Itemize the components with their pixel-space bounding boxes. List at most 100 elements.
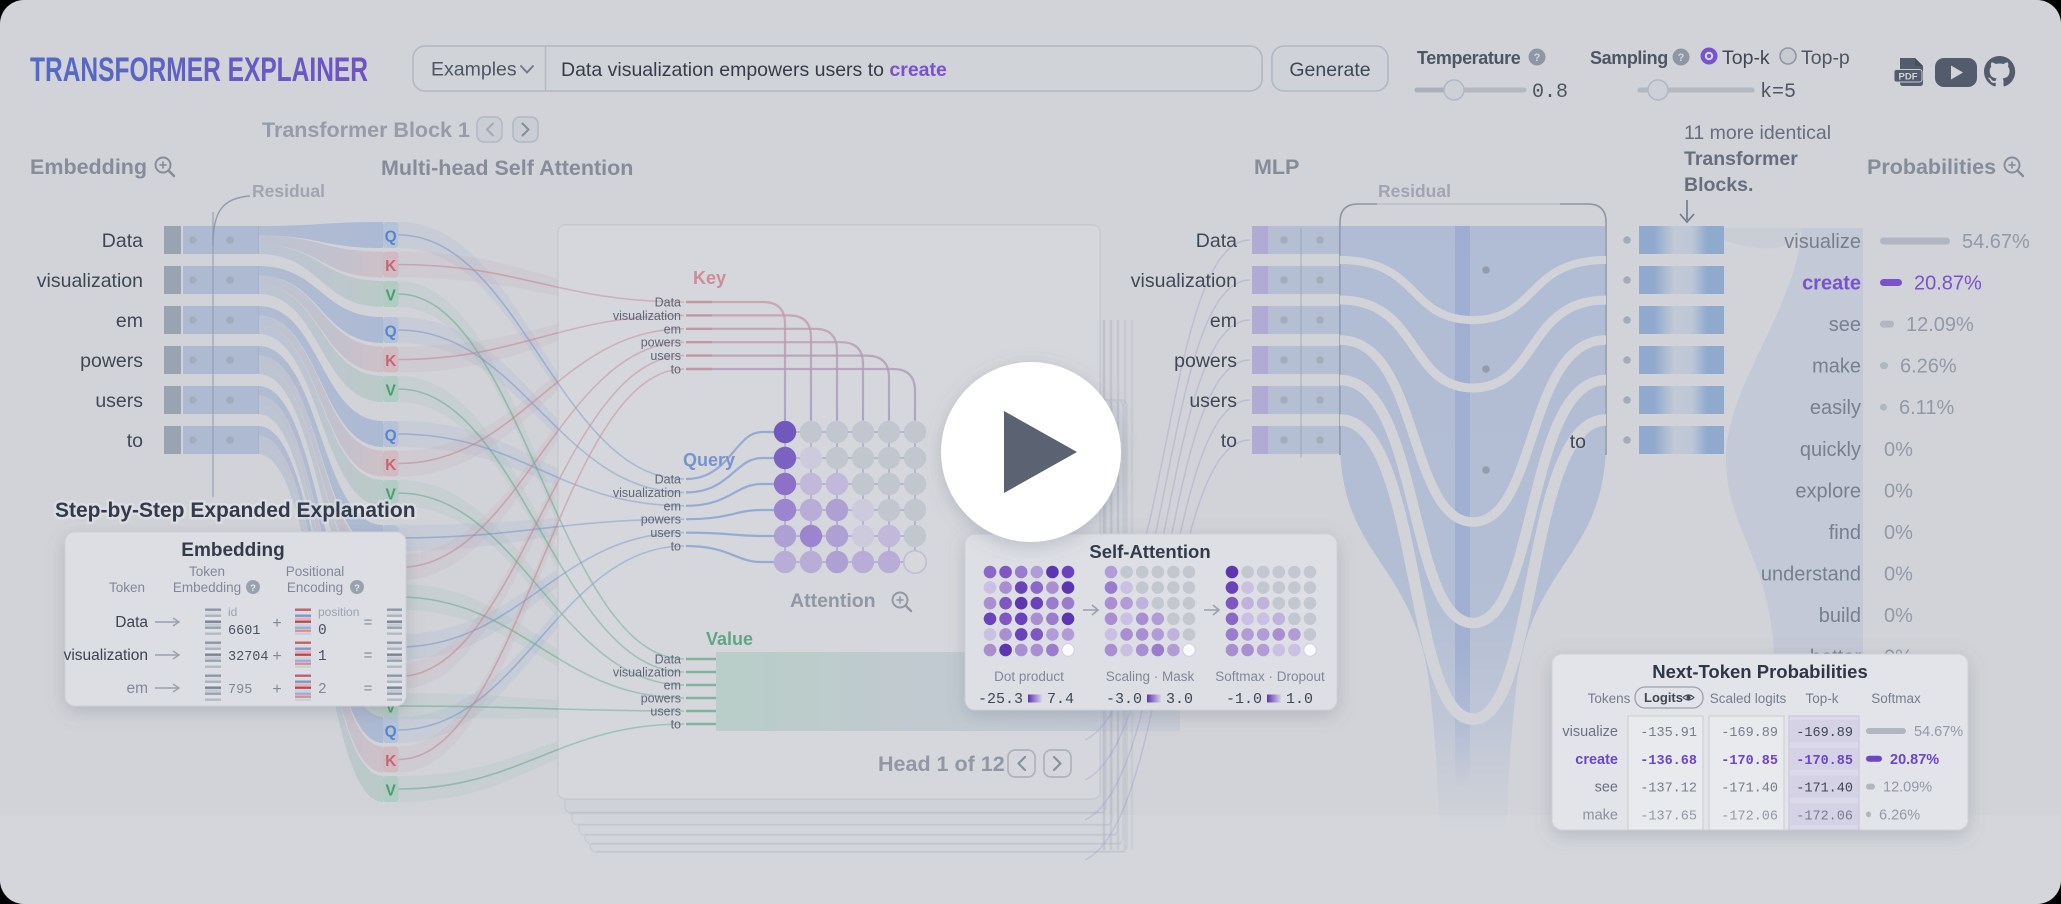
svg-text:make: make bbox=[1583, 807, 1618, 823]
svg-text:-172.06: -172.06 bbox=[1796, 809, 1853, 824]
svg-text:-170.85: -170.85 bbox=[1796, 754, 1853, 769]
svg-text:0%: 0% bbox=[1884, 563, 1913, 585]
svg-text:visualize: visualize bbox=[1784, 231, 1861, 253]
svg-text:3.0: 3.0 bbox=[1166, 691, 1193, 708]
svg-text:see: see bbox=[1595, 780, 1618, 796]
svg-text:Data visualization empowers us: Data visualization empowers users to cre… bbox=[561, 59, 947, 81]
svg-text:V: V bbox=[386, 487, 397, 504]
svg-text:-169.89: -169.89 bbox=[1796, 726, 1853, 741]
svg-text:K: K bbox=[385, 353, 397, 370]
svg-text:build: build bbox=[1819, 605, 1861, 627]
svg-text:users: users bbox=[1189, 390, 1237, 412]
svg-text:12.09%: 12.09% bbox=[1883, 780, 1932, 796]
svg-text:Logits: Logits bbox=[1644, 690, 1683, 705]
svg-text:0%: 0% bbox=[1884, 439, 1913, 461]
svg-text:powers: powers bbox=[641, 692, 681, 706]
svg-text:understand: understand bbox=[1761, 563, 1861, 585]
svg-text:?: ? bbox=[250, 583, 256, 594]
svg-text:Scaling · Mask: Scaling · Mask bbox=[1106, 669, 1195, 684]
svg-text:explore: explore bbox=[1795, 480, 1861, 502]
svg-text:em: em bbox=[664, 322, 681, 336]
svg-text:to: to bbox=[671, 718, 681, 732]
svg-text:Positional: Positional bbox=[286, 564, 345, 579]
svg-text:2: 2 bbox=[318, 682, 327, 698]
svg-text:+: + bbox=[272, 615, 281, 632]
svg-text:-136.68: -136.68 bbox=[1640, 754, 1697, 769]
svg-text:users: users bbox=[650, 349, 681, 363]
svg-text:+: + bbox=[272, 681, 281, 698]
svg-text:=: = bbox=[364, 680, 373, 697]
svg-text:visualization: visualization bbox=[1131, 270, 1237, 292]
svg-text:em: em bbox=[116, 310, 143, 332]
svg-text:-25.3: -25.3 bbox=[978, 691, 1023, 708]
svg-text:54.67%: 54.67% bbox=[1914, 724, 1963, 740]
svg-text:K: K bbox=[385, 457, 397, 474]
svg-text:Multi-head Self Attention: Multi-head Self Attention bbox=[381, 156, 633, 180]
svg-text:Token: Token bbox=[189, 564, 225, 579]
svg-text:Attention: Attention bbox=[790, 590, 876, 612]
svg-text:MLP: MLP bbox=[1254, 155, 1299, 179]
svg-text:Q: Q bbox=[385, 428, 397, 445]
svg-text:+: + bbox=[272, 648, 281, 665]
svg-text:V: V bbox=[386, 783, 397, 800]
svg-text:-169.89: -169.89 bbox=[1721, 726, 1778, 741]
svg-text:0.8: 0.8 bbox=[1532, 81, 1568, 104]
svg-text:powers: powers bbox=[641, 513, 681, 527]
svg-text:Data: Data bbox=[102, 230, 143, 252]
svg-text:visualization: visualization bbox=[613, 486, 681, 500]
svg-text:em: em bbox=[664, 499, 681, 513]
svg-text:54.67%: 54.67% bbox=[1962, 231, 2030, 253]
svg-text:0: 0 bbox=[318, 623, 327, 639]
svg-text:visualization: visualization bbox=[613, 666, 681, 680]
svg-text:Token: Token bbox=[109, 580, 145, 595]
svg-text:users: users bbox=[95, 390, 143, 412]
svg-text:Self-Attention: Self-Attention bbox=[1089, 541, 1210, 562]
svg-text:V: V bbox=[386, 288, 397, 305]
svg-text:=: = bbox=[364, 614, 373, 631]
svg-text:Tokens: Tokens bbox=[1588, 691, 1631, 706]
svg-text:Embedding: Embedding bbox=[30, 155, 147, 179]
svg-text:-172.06: -172.06 bbox=[1721, 809, 1778, 824]
svg-text:Data: Data bbox=[655, 296, 681, 310]
svg-text:to: to bbox=[1221, 430, 1237, 452]
svg-text:11 more identical: 11 more identical bbox=[1684, 122, 1831, 144]
svg-text:?: ? bbox=[1678, 52, 1685, 64]
svg-text:-170.85: -170.85 bbox=[1721, 754, 1778, 769]
svg-text:Residual: Residual bbox=[252, 181, 325, 201]
svg-text:quickly: quickly bbox=[1800, 439, 1861, 461]
svg-text:Next-Token Probabilities: Next-Token Probabilities bbox=[1652, 661, 1868, 682]
svg-text:1: 1 bbox=[318, 649, 327, 665]
svg-text:to: to bbox=[671, 363, 681, 377]
svg-text:6.26%: 6.26% bbox=[1879, 807, 1920, 823]
svg-text:make: make bbox=[1812, 356, 1861, 378]
svg-text:easily: easily bbox=[1810, 397, 1861, 419]
svg-text:7.4: 7.4 bbox=[1047, 691, 1074, 708]
svg-text:=: = bbox=[364, 647, 373, 664]
svg-text:Step-by-Step Expanded Explanat: Step-by-Step Expanded Explanation bbox=[55, 499, 416, 522]
svg-text:0%: 0% bbox=[1884, 480, 1913, 502]
svg-text:-135.91: -135.91 bbox=[1640, 726, 1697, 741]
svg-text:Data: Data bbox=[655, 653, 681, 667]
svg-text:Residual: Residual bbox=[1378, 181, 1451, 201]
svg-text:position: position bbox=[318, 605, 359, 619]
svg-text:Value: Value bbox=[706, 629, 753, 649]
svg-text:Embedding: Embedding bbox=[173, 580, 241, 595]
svg-text:-3.0: -3.0 bbox=[1106, 691, 1142, 708]
svg-text:id: id bbox=[228, 605, 237, 619]
svg-text:Encoding: Encoding bbox=[287, 580, 343, 595]
svg-text:visualization: visualization bbox=[37, 270, 143, 292]
svg-text:32704: 32704 bbox=[228, 650, 269, 665]
svg-text:em: em bbox=[1210, 310, 1237, 332]
svg-text:K: K bbox=[385, 258, 397, 275]
svg-text:Scaled logits: Scaled logits bbox=[1710, 691, 1787, 706]
svg-text:Data: Data bbox=[655, 473, 681, 487]
svg-text:visualization: visualization bbox=[613, 309, 681, 323]
svg-text:Q: Q bbox=[385, 724, 397, 741]
svg-text:Softmax · Dropout: Softmax · Dropout bbox=[1215, 669, 1325, 684]
svg-text:to: to bbox=[1570, 431, 1586, 453]
svg-text:V: V bbox=[386, 383, 397, 400]
svg-text:visualization: visualization bbox=[64, 647, 148, 664]
svg-text:6601: 6601 bbox=[228, 624, 260, 639]
svg-text:Top-p: Top-p bbox=[1801, 47, 1850, 69]
svg-text:-137.12: -137.12 bbox=[1640, 782, 1697, 797]
